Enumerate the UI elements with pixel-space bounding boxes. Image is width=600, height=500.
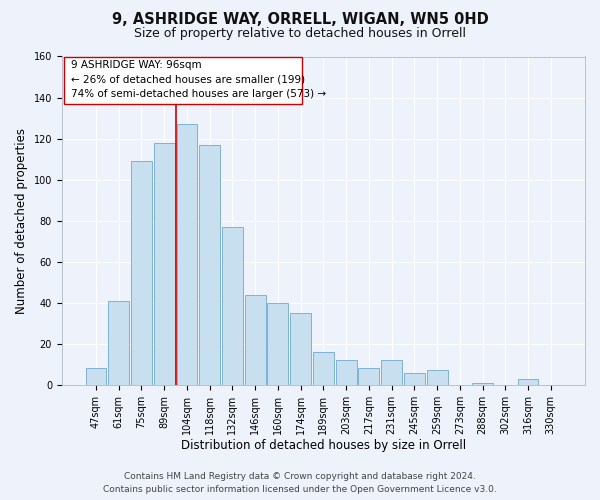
Bar xyxy=(381,360,402,385)
Bar xyxy=(427,370,448,385)
FancyBboxPatch shape xyxy=(64,56,302,104)
Bar xyxy=(404,372,425,385)
Bar xyxy=(313,352,334,385)
Bar xyxy=(108,300,129,385)
Text: 9, ASHRIDGE WAY, ORRELL, WIGAN, WN5 0HD: 9, ASHRIDGE WAY, ORRELL, WIGAN, WN5 0HD xyxy=(112,12,488,28)
Bar xyxy=(518,378,538,385)
Bar xyxy=(176,124,197,385)
Bar xyxy=(472,383,493,385)
Text: Contains HM Land Registry data © Crown copyright and database right 2024.
Contai: Contains HM Land Registry data © Crown c… xyxy=(103,472,497,494)
Bar xyxy=(222,227,243,385)
Text: 9 ASHRIDGE WAY: 96sqm
← 26% of detached houses are smaller (199)
74% of semi-det: 9 ASHRIDGE WAY: 96sqm ← 26% of detached … xyxy=(71,60,326,98)
Bar xyxy=(335,360,356,385)
Bar xyxy=(199,144,220,385)
Bar xyxy=(86,368,106,385)
Bar xyxy=(245,294,266,385)
X-axis label: Distribution of detached houses by size in Orrell: Distribution of detached houses by size … xyxy=(181,440,466,452)
Bar xyxy=(268,303,289,385)
Bar xyxy=(358,368,379,385)
Text: Size of property relative to detached houses in Orrell: Size of property relative to detached ho… xyxy=(134,28,466,40)
Bar xyxy=(154,142,175,385)
Bar xyxy=(131,161,152,385)
Bar xyxy=(290,313,311,385)
Y-axis label: Number of detached properties: Number of detached properties xyxy=(15,128,28,314)
